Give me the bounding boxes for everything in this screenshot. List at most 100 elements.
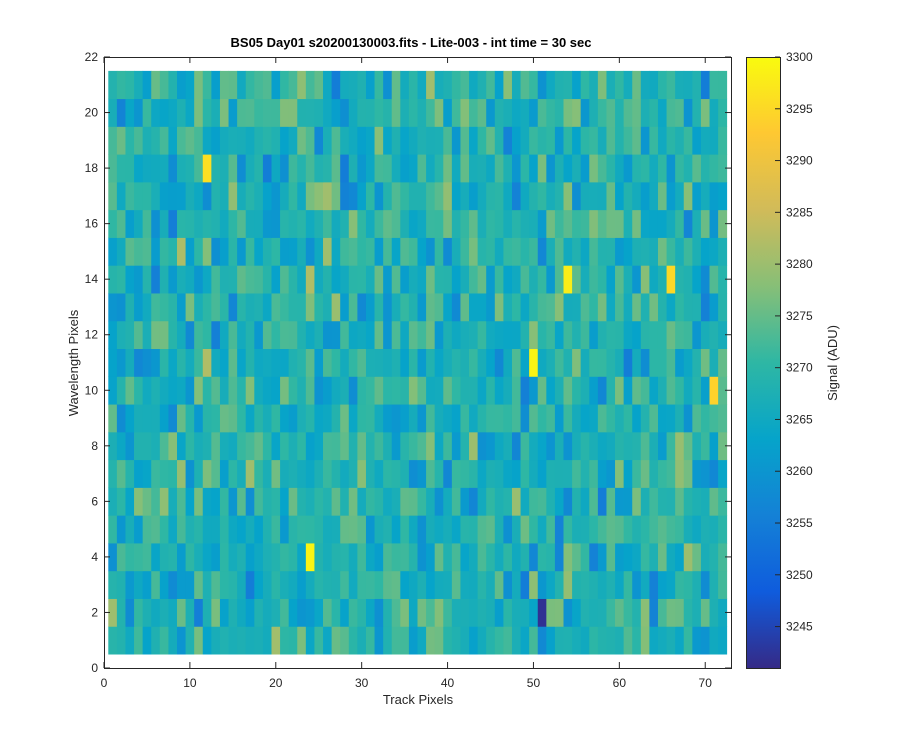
heatmap-cell (348, 265, 358, 294)
y-tick-label: 22 (85, 50, 99, 64)
heatmap-cell (254, 181, 264, 211)
heatmap-cell (460, 293, 470, 322)
heatmap-cell (383, 320, 393, 350)
heatmap-cell (219, 348, 229, 377)
heatmap-cell (700, 293, 710, 322)
heatmap-cell (159, 237, 169, 266)
heatmap-cell (683, 598, 693, 627)
heatmap-cell (314, 404, 324, 433)
heatmap-cell (666, 376, 676, 405)
heatmap-cell (434, 487, 444, 516)
heatmap-cell (589, 209, 599, 238)
heatmap-cell (237, 293, 247, 322)
heatmap-cell (546, 98, 556, 127)
heatmap-cell (357, 293, 367, 322)
y-tick-label: 2 (91, 605, 98, 619)
heatmap-cell (649, 320, 659, 350)
heatmap-cell (477, 376, 487, 405)
heatmap-cell (305, 348, 315, 377)
heatmap-cell (709, 376, 719, 405)
heatmap-cell (477, 181, 487, 211)
heatmap-cell (477, 98, 487, 127)
heatmap-cell (391, 376, 401, 405)
heatmap-cell (159, 515, 169, 544)
heatmap-cell (615, 404, 625, 433)
heatmap-cell (288, 487, 298, 516)
heatmap-cell (331, 126, 341, 155)
heatmap-cell (434, 126, 444, 155)
heatmap-cell (718, 431, 728, 461)
heatmap-cell (202, 237, 212, 266)
heatmap-cell (142, 320, 152, 350)
heatmap-cell (202, 154, 212, 183)
colorbar-frame (746, 57, 781, 669)
heatmap-cell (159, 320, 169, 350)
heatmap-cell (134, 459, 144, 488)
heatmap-cell (194, 98, 204, 127)
heatmap-cell (572, 515, 582, 544)
heatmap-cell (185, 459, 195, 488)
heatmap-cell (554, 459, 564, 488)
heatmap-cell (400, 570, 410, 599)
heatmap-cell (400, 320, 410, 350)
heatmap-cell (185, 598, 195, 627)
heatmap-cell (529, 98, 539, 127)
heatmap-cell (554, 626, 564, 655)
heatmap-cell (606, 598, 616, 627)
heatmap-cell (572, 265, 582, 294)
heatmap-cell (511, 487, 521, 516)
heatmap-cell (657, 598, 667, 627)
heatmap-cell (142, 126, 152, 155)
heatmap-cell (511, 570, 521, 599)
heatmap-cell (280, 181, 290, 211)
y-tick-label: 10 (85, 383, 99, 397)
heatmap-cell (288, 265, 298, 294)
heatmap-cell (108, 209, 118, 238)
heatmap-cell (623, 70, 633, 100)
heatmap-cell (511, 126, 521, 155)
heatmap-cell (151, 265, 161, 294)
heatmap-cell (374, 181, 384, 211)
heatmap-cell (460, 154, 470, 183)
heatmap-cell (511, 209, 521, 238)
heatmap-cell (426, 237, 436, 266)
heatmap-cell (692, 515, 702, 544)
heatmap-cell (116, 293, 126, 322)
heatmap-cell (134, 570, 144, 599)
colorbar-tick-label: 3300 (786, 50, 813, 64)
heatmap-cell (271, 431, 281, 461)
heatmap-cell (391, 515, 401, 544)
heatmap-cell (237, 320, 247, 350)
heatmap-cell (709, 126, 719, 155)
heatmap-cell (537, 404, 547, 433)
heatmap-cell (443, 404, 453, 433)
heatmap-cell (340, 431, 350, 461)
heatmap-cell (700, 459, 710, 488)
heatmap-cell (469, 265, 479, 294)
heatmap-cell (417, 404, 427, 433)
heatmap-cell (589, 431, 599, 461)
heatmap-cell (159, 626, 169, 655)
heatmap-cell (572, 459, 582, 488)
heatmap-cell (675, 404, 685, 433)
heatmap-cell (280, 376, 290, 405)
heatmap-cell (391, 181, 401, 211)
heatmap-cell (357, 543, 367, 572)
heatmap-cell (125, 626, 135, 655)
heatmap-cell (486, 154, 496, 183)
heatmap-cell (683, 265, 693, 294)
heatmap-cell (615, 459, 625, 488)
heatmap-cell (469, 293, 479, 322)
heatmap-cell (365, 431, 375, 461)
heatmap-cell (426, 487, 436, 516)
heatmap-cell (666, 598, 676, 627)
heatmap-cell (692, 237, 702, 266)
heatmap-cell (134, 487, 144, 516)
heatmap-cell (365, 320, 375, 350)
heatmap-cell (365, 404, 375, 433)
heatmap-cell (700, 126, 710, 155)
heatmap-cell (580, 431, 590, 461)
heatmap-cell (460, 209, 470, 238)
heatmap-cell (683, 181, 693, 211)
heatmap-cell (116, 348, 126, 377)
